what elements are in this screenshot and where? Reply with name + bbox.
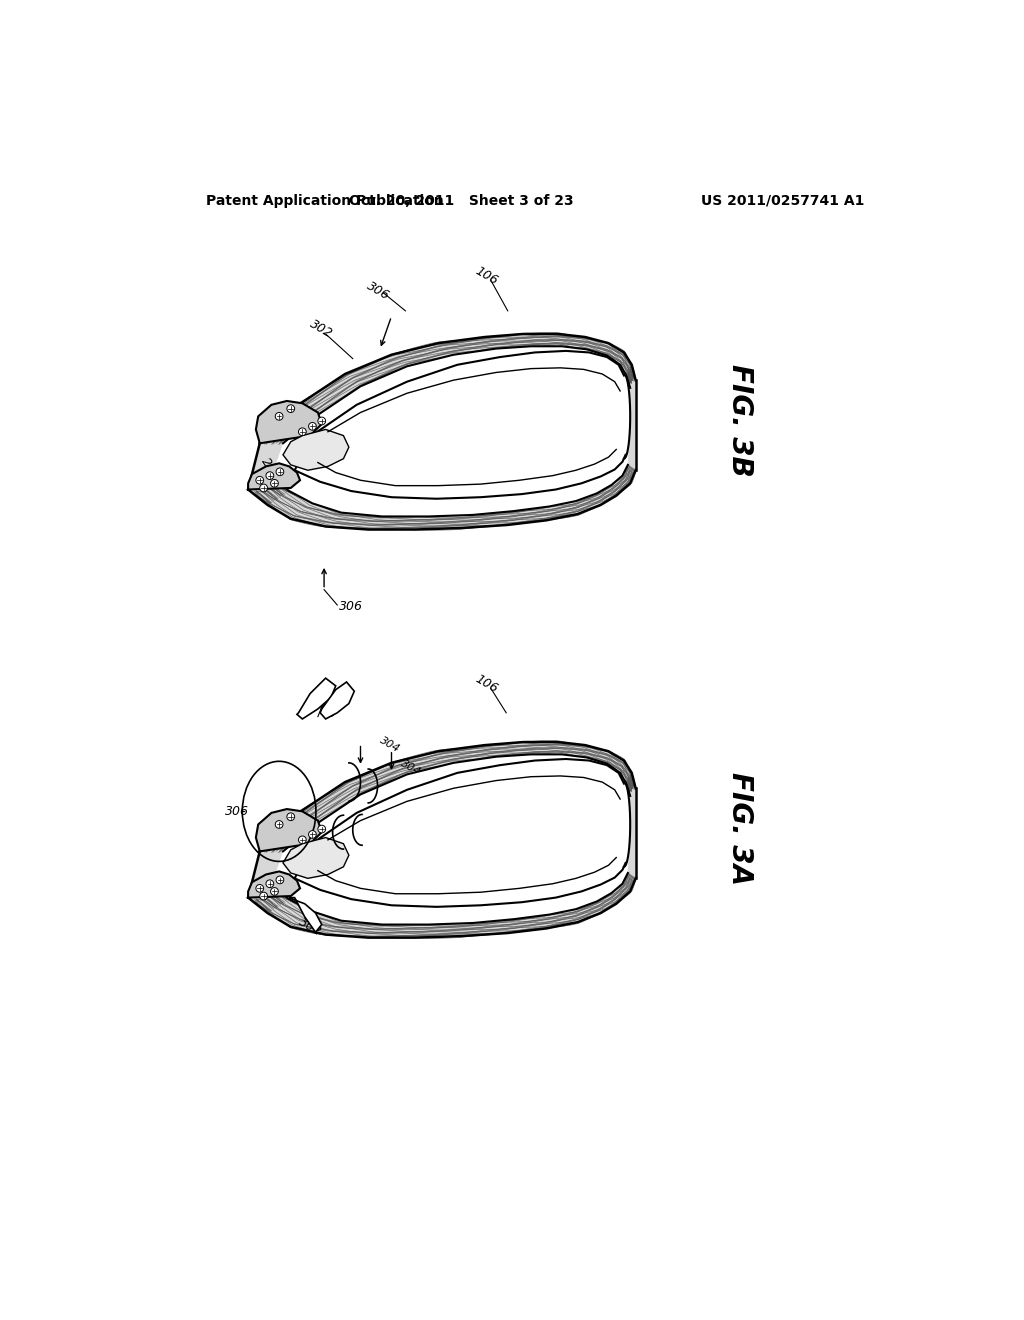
- Polygon shape: [321, 682, 354, 719]
- Circle shape: [276, 469, 284, 475]
- Circle shape: [308, 830, 316, 838]
- Circle shape: [317, 825, 326, 833]
- Text: 204: 204: [269, 414, 294, 441]
- Circle shape: [287, 405, 295, 413]
- Polygon shape: [289, 898, 322, 932]
- Circle shape: [275, 413, 283, 420]
- Circle shape: [270, 479, 279, 487]
- Polygon shape: [248, 742, 636, 937]
- Text: US 2011/0257741 A1: US 2011/0257741 A1: [700, 194, 864, 207]
- Polygon shape: [283, 429, 349, 470]
- Text: 304: 304: [384, 850, 408, 869]
- Circle shape: [260, 484, 267, 492]
- Polygon shape: [248, 871, 300, 898]
- Circle shape: [299, 836, 306, 843]
- Text: 206: 206: [384, 805, 404, 829]
- Text: 106: 106: [473, 673, 500, 696]
- Polygon shape: [248, 334, 636, 529]
- Text: 304: 304: [399, 759, 423, 777]
- Circle shape: [256, 477, 263, 484]
- Polygon shape: [256, 809, 322, 851]
- Circle shape: [270, 887, 279, 895]
- Circle shape: [299, 428, 306, 436]
- Circle shape: [266, 880, 273, 887]
- Polygon shape: [248, 463, 300, 490]
- Text: FIG. 3B: FIG. 3B: [726, 364, 755, 477]
- Text: 106: 106: [473, 264, 500, 288]
- Circle shape: [256, 884, 263, 892]
- Polygon shape: [297, 678, 336, 719]
- Polygon shape: [271, 346, 630, 516]
- Polygon shape: [271, 755, 630, 924]
- Circle shape: [317, 417, 326, 425]
- Text: 302: 302: [308, 318, 335, 341]
- Text: 306: 306: [339, 601, 362, 612]
- Polygon shape: [295, 351, 626, 499]
- Circle shape: [260, 892, 267, 900]
- Text: 306: 306: [365, 280, 391, 302]
- Text: 204: 204: [397, 789, 418, 813]
- Text: Patent Application Publication: Patent Application Publication: [206, 194, 443, 207]
- Circle shape: [275, 821, 283, 829]
- Text: 306: 306: [225, 805, 249, 818]
- Text: 208: 208: [339, 400, 364, 428]
- Text: 304: 304: [365, 825, 388, 843]
- Polygon shape: [295, 759, 626, 907]
- Text: Oct. 20, 2011   Sheet 3 of 23: Oct. 20, 2011 Sheet 3 of 23: [349, 194, 573, 207]
- Circle shape: [287, 813, 295, 821]
- Text: FIG. 3A: FIG. 3A: [726, 772, 755, 884]
- Text: 304: 304: [378, 735, 401, 755]
- Text: 302: 302: [312, 696, 336, 722]
- Circle shape: [266, 471, 273, 479]
- Text: 208: 208: [328, 455, 352, 483]
- Circle shape: [308, 422, 316, 430]
- Polygon shape: [283, 837, 349, 878]
- Text: 206: 206: [258, 455, 283, 482]
- Circle shape: [276, 876, 284, 884]
- Polygon shape: [256, 401, 322, 444]
- Text: 302: 302: [297, 915, 325, 939]
